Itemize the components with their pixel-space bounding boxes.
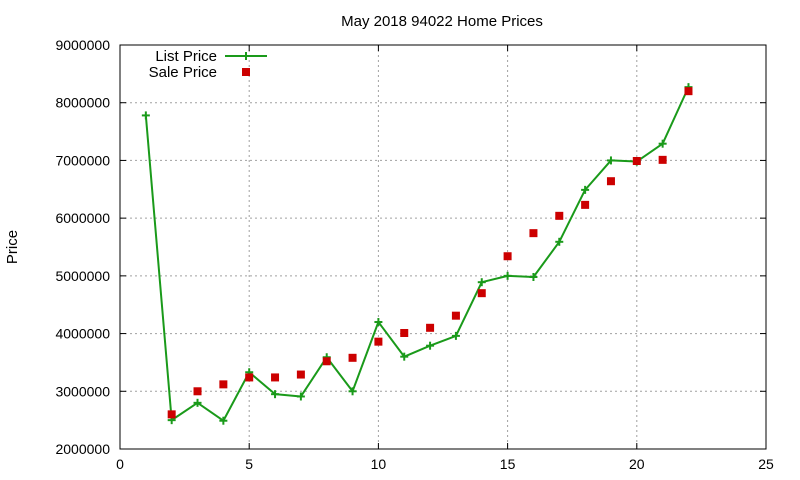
- chart-title: May 2018 94022 Home Prices: [341, 13, 543, 30]
- data-point: [658, 155, 667, 164]
- data-point: [529, 229, 538, 238]
- data-point: [606, 177, 615, 186]
- series-layer: [141, 83, 693, 425]
- data-point: [271, 373, 280, 382]
- data-point: [632, 157, 641, 166]
- legend-label: Sale Price: [149, 64, 217, 81]
- y-tick-label: 6000000: [55, 210, 110, 226]
- data-point: [245, 373, 254, 382]
- data-point: [167, 410, 176, 419]
- data-point: [374, 318, 383, 327]
- data-point: [296, 392, 305, 401]
- y-tick-label: 9000000: [55, 37, 110, 53]
- data-point: [451, 311, 460, 320]
- y-tick-label: 2000000: [55, 441, 110, 457]
- legend-swatch-marker: [242, 68, 250, 76]
- y-tick-label: 3000000: [55, 383, 110, 399]
- y-tick-label: 8000000: [55, 95, 110, 111]
- data-point: [141, 111, 150, 120]
- plot-frame: [119, 44, 767, 450]
- legend-entry: Sale Price: [149, 64, 250, 81]
- data-point: [555, 211, 564, 220]
- grid: [120, 45, 766, 449]
- data-point: [477, 289, 486, 298]
- data-point: [477, 278, 486, 287]
- axes: [119, 44, 767, 450]
- data-point: [658, 139, 667, 148]
- data-point: [271, 390, 280, 399]
- legend-swatch-marker: [242, 52, 250, 60]
- data-point: [503, 271, 512, 280]
- data-point: [322, 357, 331, 366]
- data-point: [606, 156, 615, 165]
- data-point: [581, 185, 590, 194]
- data-point: [581, 200, 590, 209]
- data-point: [426, 323, 435, 332]
- data-point: [400, 352, 409, 361]
- x-tick-label: 5: [245, 456, 253, 472]
- series-sale-price: [167, 87, 693, 419]
- data-point: [348, 353, 357, 362]
- y-axis-ticks: 2000000 3000000 4000000 5000000 6000000 70000…: [55, 37, 766, 457]
- data-point: [374, 337, 383, 346]
- data-point: [296, 370, 305, 379]
- x-axis-ticks: 0 5 10 15 20 25: [116, 45, 774, 472]
- data-point: [400, 328, 409, 337]
- data-point: [219, 416, 228, 425]
- data-point: [348, 387, 357, 396]
- data-point: [219, 380, 228, 389]
- y-tick-label: 7000000: [55, 152, 110, 168]
- data-point: [193, 398, 202, 407]
- y-axis-label: Price: [4, 230, 21, 264]
- data-point: [529, 273, 538, 282]
- y-tick-label: 5000000: [55, 268, 110, 284]
- series-line: [144, 86, 690, 422]
- x-tick-label: 10: [371, 456, 387, 472]
- data-point: [503, 252, 512, 261]
- y-tick-label: 4000000: [55, 326, 110, 342]
- legend-label: List Price: [155, 48, 217, 65]
- x-tick-label: 20: [629, 456, 645, 472]
- data-point: [451, 331, 460, 340]
- data-point: [426, 341, 435, 350]
- data-point: [684, 87, 693, 96]
- x-tick-label: 25: [758, 456, 774, 472]
- data-point: [193, 387, 202, 396]
- data-point: [555, 237, 564, 246]
- x-tick-label: 15: [500, 456, 516, 472]
- legend-entry: List Price: [155, 48, 267, 65]
- x-tick-label: 0: [116, 456, 124, 472]
